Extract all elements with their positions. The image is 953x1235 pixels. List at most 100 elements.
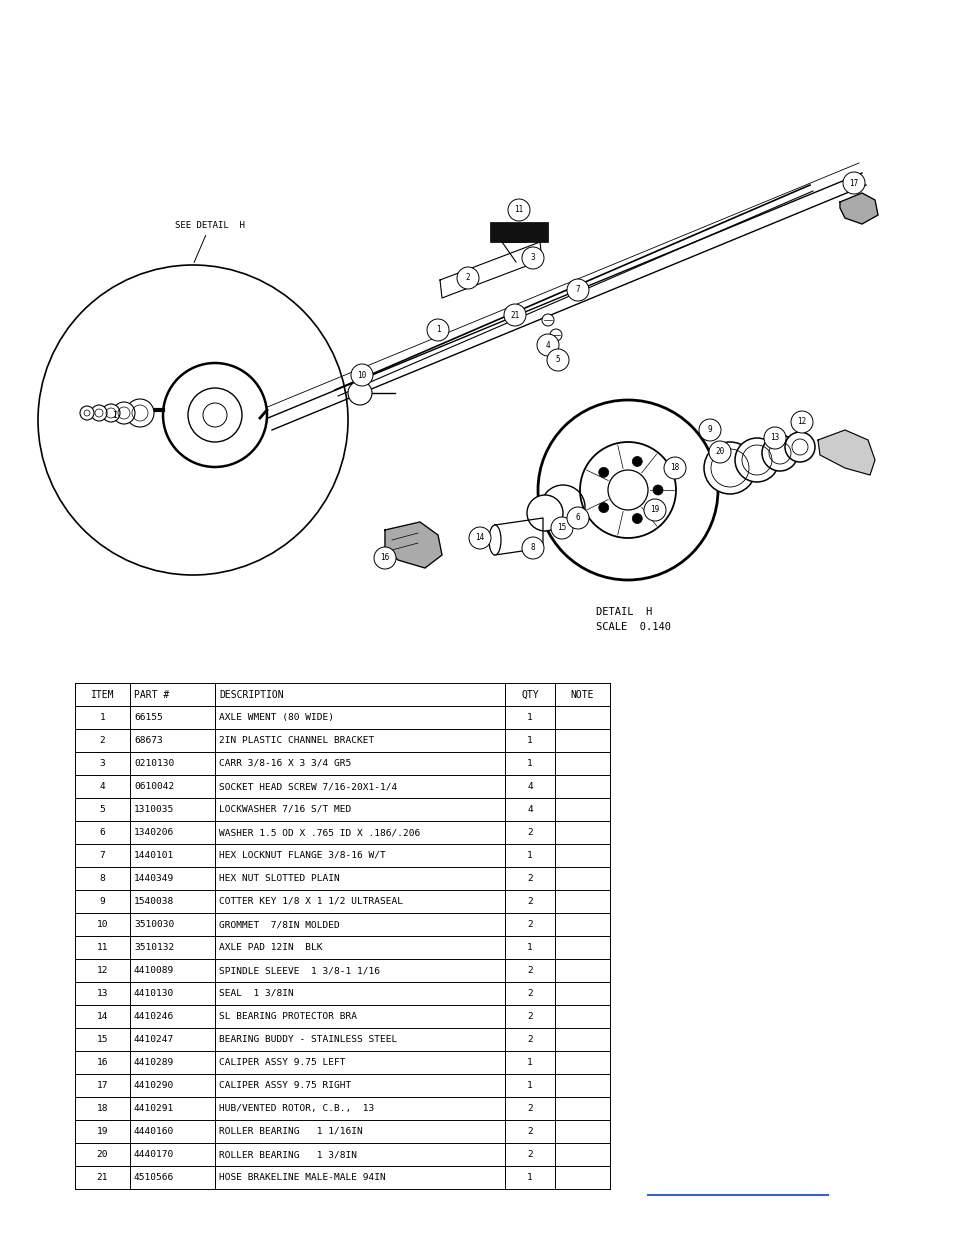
Text: 20: 20 <box>96 1150 108 1158</box>
Text: PART #: PART # <box>133 689 169 699</box>
Ellipse shape <box>489 525 500 555</box>
Text: 6: 6 <box>575 514 579 522</box>
Text: 5: 5 <box>99 805 105 814</box>
Text: 21: 21 <box>510 310 519 320</box>
Text: 1: 1 <box>527 1081 533 1091</box>
Text: 20: 20 <box>715 447 724 457</box>
Text: 12: 12 <box>797 417 806 426</box>
Circle shape <box>541 314 554 326</box>
Text: 4440160: 4440160 <box>133 1128 174 1136</box>
Text: QTY: QTY <box>520 689 538 699</box>
Text: 4410247: 4410247 <box>133 1035 174 1044</box>
Circle shape <box>374 547 395 569</box>
Text: 2: 2 <box>527 874 533 883</box>
Text: HEX NUT SLOTTED PLAIN: HEX NUT SLOTTED PLAIN <box>219 874 339 883</box>
Text: 11: 11 <box>514 205 523 215</box>
Text: COTTER KEY 1/8 X 1 1/2 ULTRASEAL: COTTER KEY 1/8 X 1 1/2 ULTRASEAL <box>219 897 402 906</box>
Text: 1540038: 1540038 <box>133 897 174 906</box>
Text: 1: 1 <box>99 713 105 722</box>
Text: 15: 15 <box>557 524 566 532</box>
Polygon shape <box>439 242 541 298</box>
Text: 0210130: 0210130 <box>133 760 174 768</box>
Text: 9: 9 <box>99 897 105 906</box>
Text: I: I <box>112 410 117 420</box>
Circle shape <box>521 537 543 559</box>
Text: 4: 4 <box>99 782 105 790</box>
Text: 19: 19 <box>650 505 659 515</box>
Text: SL BEARING PROTECTOR BRA: SL BEARING PROTECTOR BRA <box>219 1011 356 1021</box>
Polygon shape <box>385 522 441 568</box>
Text: 13: 13 <box>96 989 108 998</box>
Circle shape <box>469 527 491 550</box>
Text: 1340206: 1340206 <box>133 827 174 837</box>
Text: 4: 4 <box>527 805 533 814</box>
Text: 4: 4 <box>545 341 550 350</box>
Text: 4: 4 <box>527 782 533 790</box>
Text: 8: 8 <box>99 874 105 883</box>
Text: AXLE WMENT (80 WIDE): AXLE WMENT (80 WIDE) <box>219 713 334 722</box>
Text: 9: 9 <box>707 426 712 435</box>
Text: 7: 7 <box>99 851 105 860</box>
Text: 1: 1 <box>527 1173 533 1182</box>
Circle shape <box>550 329 561 341</box>
Text: SEAL  1 3/8IN: SEAL 1 3/8IN <box>219 989 294 998</box>
Text: CALIPER ASSY 9.75 RIGHT: CALIPER ASSY 9.75 RIGHT <box>219 1081 351 1091</box>
Text: 3510030: 3510030 <box>133 920 174 929</box>
Text: 21: 21 <box>96 1173 108 1182</box>
Circle shape <box>566 508 588 529</box>
Circle shape <box>763 427 785 450</box>
Text: AXLE PAD 12IN  BLK: AXLE PAD 12IN BLK <box>219 944 322 952</box>
Text: ROLLER BEARING   1 1/16IN: ROLLER BEARING 1 1/16IN <box>219 1128 362 1136</box>
Text: 1: 1 <box>527 1058 533 1067</box>
Circle shape <box>351 364 373 387</box>
Circle shape <box>734 438 779 482</box>
Circle shape <box>427 319 449 341</box>
Circle shape <box>80 406 94 420</box>
Text: 2: 2 <box>527 920 533 929</box>
Text: 15: 15 <box>96 1035 108 1044</box>
Circle shape <box>761 435 797 471</box>
Text: 66155: 66155 <box>133 713 163 722</box>
Text: 68673: 68673 <box>133 736 163 745</box>
Text: 7: 7 <box>575 285 579 294</box>
Text: 4410130: 4410130 <box>133 989 174 998</box>
Text: 2: 2 <box>527 1104 533 1113</box>
Circle shape <box>632 457 641 467</box>
Circle shape <box>456 267 478 289</box>
Text: 10: 10 <box>357 370 366 379</box>
Text: SEE DETAIL  H: SEE DETAIL H <box>174 221 245 263</box>
Text: ITEM: ITEM <box>91 689 114 699</box>
Text: DETAIL  H: DETAIL H <box>596 606 652 618</box>
Text: 12: 12 <box>96 966 108 974</box>
FancyBboxPatch shape <box>490 222 547 242</box>
Text: 2: 2 <box>527 1035 533 1044</box>
Text: 1: 1 <box>436 326 440 335</box>
Text: 2: 2 <box>527 1011 533 1021</box>
Text: 2: 2 <box>527 989 533 998</box>
Circle shape <box>598 467 608 478</box>
Circle shape <box>537 400 718 580</box>
Text: 14: 14 <box>475 534 484 542</box>
Text: 5: 5 <box>555 356 559 364</box>
Circle shape <box>784 432 814 462</box>
Polygon shape <box>495 517 542 555</box>
Circle shape <box>652 485 662 495</box>
Text: 18: 18 <box>670 463 679 473</box>
Circle shape <box>699 419 720 441</box>
Circle shape <box>790 411 812 433</box>
Circle shape <box>348 382 372 405</box>
Text: 14: 14 <box>96 1011 108 1021</box>
Text: 0610042: 0610042 <box>133 782 174 790</box>
Text: 2: 2 <box>465 273 470 283</box>
Text: 4440170: 4440170 <box>133 1150 174 1158</box>
Circle shape <box>112 403 135 424</box>
Circle shape <box>842 172 864 194</box>
Circle shape <box>540 485 584 529</box>
Circle shape <box>163 363 267 467</box>
Text: 17: 17 <box>848 179 858 188</box>
Text: 4410289: 4410289 <box>133 1058 174 1067</box>
Text: 2: 2 <box>527 897 533 906</box>
Text: HEX LOCKNUT FLANGE 3/8-16 W/T: HEX LOCKNUT FLANGE 3/8-16 W/T <box>219 851 385 860</box>
Circle shape <box>126 399 153 427</box>
Text: 2: 2 <box>527 1128 533 1136</box>
